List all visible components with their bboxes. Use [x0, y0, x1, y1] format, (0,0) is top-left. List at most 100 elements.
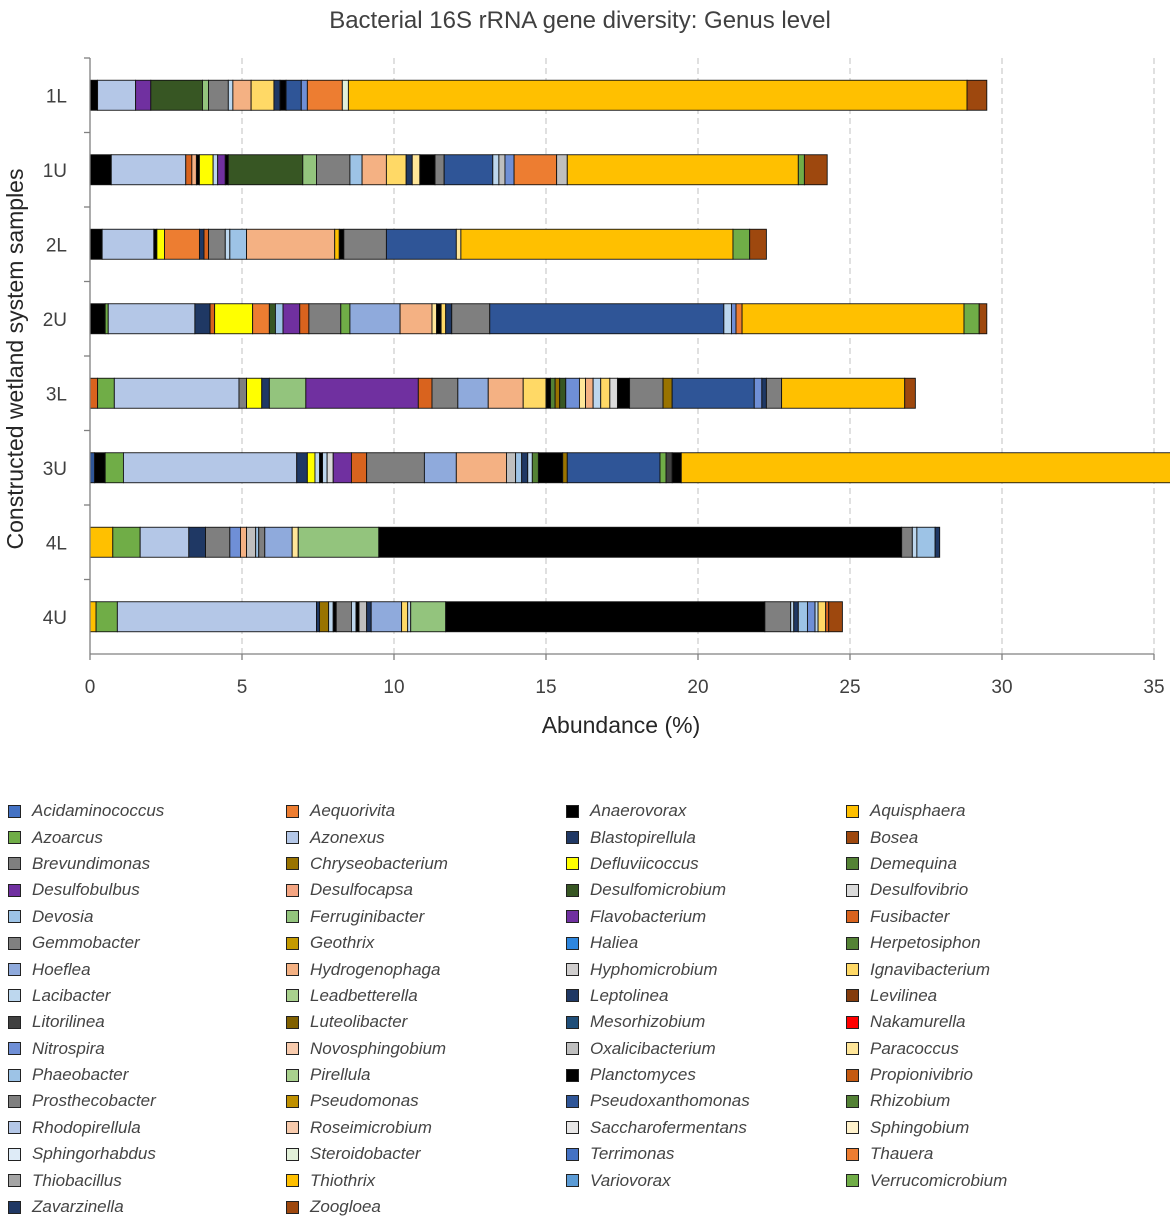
legend-label: Anaerovorax [590, 801, 687, 821]
x-tick-label: 15 [535, 677, 556, 698]
bar-segment-2U-leptolinea [194, 303, 211, 335]
bar-segment-4U-azonexus [116, 601, 317, 633]
bar-segment-4U-leptolinea [316, 601, 320, 633]
bar-segment-3L-fusibacter [417, 377, 433, 409]
bar-segment-1U-brevundimonas [434, 154, 445, 186]
bar-segment-3L-hydrogenophaga [487, 377, 524, 409]
bar-segment-2L-anaerovorax [89, 228, 103, 260]
bar-segment-1L-nitrospira [300, 79, 308, 111]
legend-swatch [286, 857, 299, 871]
bar-segment-4U-bosea [828, 601, 843, 633]
bar-segment-1U-defluviicoccus [198, 154, 214, 186]
legend-item-haliea: Haliea [566, 930, 846, 956]
bar-segment-2U-brevundimonas [308, 303, 342, 335]
legend-swatch [8, 1068, 21, 1082]
bar-segment-3U-lacibacter [314, 452, 320, 484]
bar-4U [89, 601, 843, 633]
bar-segment-2L-pseudoxanthomonas [385, 228, 457, 260]
legend-swatch [8, 910, 21, 924]
legend-label: Novosphingobium [310, 1038, 447, 1058]
bar-segment-1U-hydrogenophaga [361, 154, 387, 186]
legend-item-brevundimonas: Brevundimonas [8, 851, 286, 877]
bar-segment-2U-azoarcus [340, 303, 351, 335]
bar-segment-2L-brevundimonas [208, 228, 226, 260]
bar-segment-2U-anaerovorax [436, 303, 442, 335]
legend-swatch [286, 989, 299, 1003]
legend-label: Hoeflea [32, 959, 91, 979]
bar-segment-2L-paracoccus [455, 228, 462, 260]
legend-label: Desulfobulbus [32, 880, 140, 900]
legend-swatch [286, 1147, 299, 1161]
x-tick-label: 30 [991, 677, 1012, 698]
legend-swatch [566, 1121, 579, 1135]
bar-segment-4U-anaerovorax [355, 601, 360, 633]
bar-segment-1U-anaerovorax [195, 154, 200, 186]
legend-label: Sphingobium [870, 1117, 970, 1137]
legend-item-pseudomonas: Pseudomonas [286, 1088, 566, 1114]
legend-item-prosthecobacter: Prosthecobacter [8, 1088, 286, 1114]
bar-segment-4U-leptolinea [366, 601, 372, 633]
bar-segment-2L-defluviicoccus [156, 228, 165, 260]
legend-swatch [566, 1147, 579, 1161]
bar-segment-3L-brevundimonas [431, 377, 459, 409]
legend-swatch [846, 936, 859, 950]
legend-label: Pirellula [310, 1065, 371, 1085]
legend-item-verrucomicrobium: Verrucomicrobium [846, 1167, 1146, 1193]
legend-label: Geothrix [310, 933, 375, 953]
legend-swatch [566, 1094, 579, 1108]
bar-segment-4U-nitrospira [806, 601, 816, 633]
bar-segment-1L-steroidobacter [341, 79, 349, 111]
legend-label: Zoogloea [310, 1197, 381, 1217]
legend-swatch [8, 1200, 21, 1214]
legend-label: Desulfomicrobium [590, 880, 727, 900]
bar-segment-1U-brevundimonas [316, 154, 351, 186]
bar-segment-1U-bosea [803, 154, 828, 186]
bar-segment-3U-azonexus [122, 452, 298, 484]
bar-segment-2L-hydrogenophaga [246, 228, 336, 260]
bar-segment-3L-hoeflea [457, 377, 489, 409]
legend-item-azoarcus: Azoarcus [8, 824, 286, 850]
bar-segment-4L-devosia [916, 526, 936, 558]
legend-swatch [566, 936, 579, 950]
legend-swatch [566, 910, 579, 924]
bar-segment-1U-lacibacter [492, 154, 500, 186]
bar-segment-2L-thauera [164, 228, 200, 260]
legend-label: Levilinea [870, 985, 938, 1005]
bar-segment-2U-flavobacterium [282, 303, 301, 335]
bar-segment-2U-defluviicoccus [214, 303, 254, 335]
bar-segment-1L-desulfomicrobium [150, 79, 203, 111]
legend-item-mesorhizobium: Mesorhizobium [566, 1009, 846, 1035]
legend-swatch [8, 963, 21, 977]
legend-swatch [846, 1042, 859, 1056]
legend-item-desulfobulbus: Desulfobulbus [8, 877, 286, 903]
bar-segment-2U-ignavibacterium [440, 303, 447, 335]
legend-item-roseimicrobium: Roseimicrobium [286, 1115, 566, 1141]
bar-segment-1U-azonexus [110, 154, 187, 186]
bar-segment-3L-azonexus [113, 377, 240, 409]
bar-segment-4L-azoarcus [112, 526, 141, 558]
bar-segment-1U-leptolinea [405, 154, 413, 186]
bar-segment-3U-brevundimonas [366, 452, 425, 484]
legend-item-aquisphaera: Aquisphaera [846, 798, 1146, 824]
bar-segment-4U-anaerovorax [332, 601, 337, 633]
legend-swatch [286, 804, 299, 818]
legend-label: Gemmobacter [32, 933, 140, 953]
legend-label: Thiobacillus [32, 1170, 122, 1190]
legend-item-variovorax: Variovorax [566, 1167, 846, 1193]
bar-segment-2U-leptolinea [445, 303, 453, 335]
bar-segment-4U-lacibacter [328, 601, 334, 633]
legend-label: Rhodopirellula [32, 1117, 141, 1137]
bar-segment-4L-paracoccus [291, 526, 299, 558]
bar-segment-1L-pseudoxanthomonas [285, 79, 302, 111]
y-tick-label-3L: 3L [46, 384, 67, 405]
bar-segment-1L-anaerovorax [89, 79, 99, 111]
bar-segment-2L-bosea [749, 228, 767, 260]
bar-segment-2U-nitrospira [730, 303, 737, 335]
legend-label: Defluviicoccus [590, 853, 699, 873]
legend-label: Flavobacterium [590, 906, 707, 926]
legend-item-saccharofermentans: Saccharofermentans [566, 1115, 846, 1141]
bar-segment-3U-hoeflea [423, 452, 457, 484]
x-tick-labels: 0 5 10 15 20 25 30 35 [85, 677, 1165, 698]
legend-label: Brevundimonas [32, 853, 151, 873]
legend-label: Azonexus [310, 827, 385, 847]
